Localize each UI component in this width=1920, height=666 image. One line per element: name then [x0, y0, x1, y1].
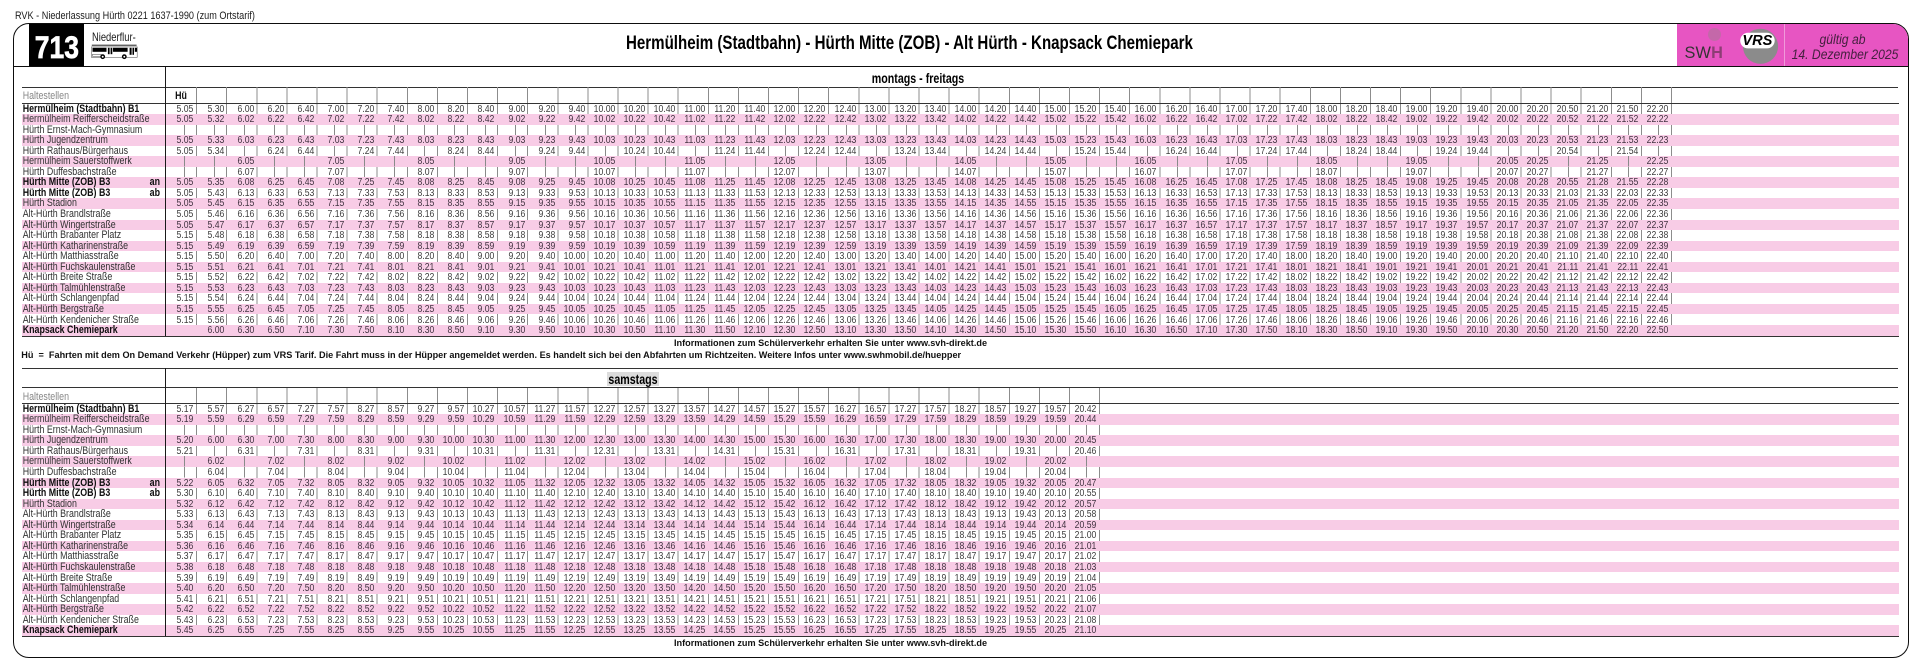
svg-text:VRS: VRS	[1742, 33, 1772, 49]
